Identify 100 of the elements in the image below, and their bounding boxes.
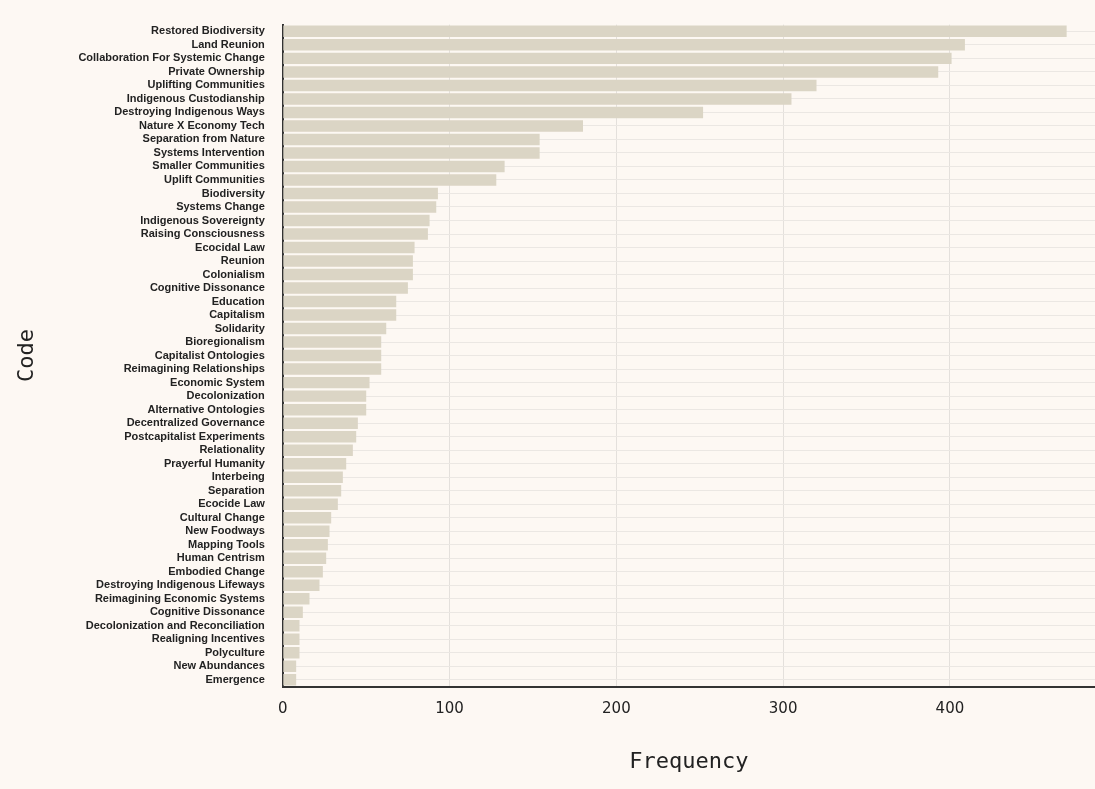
bar [283, 309, 397, 321]
y-tick-label: Capitalist Ontologies [154, 348, 265, 361]
bar [283, 430, 357, 443]
bar [283, 539, 328, 551]
y-tick-label: Indigenous Custodianship [126, 91, 266, 104]
bar [283, 174, 497, 186]
bar [283, 336, 382, 348]
bar [283, 228, 428, 240]
y-tick-label: Education [211, 294, 266, 307]
x-tick-label: 200 [602, 699, 631, 718]
bar [283, 579, 320, 592]
bar [283, 66, 939, 78]
y-tick-label: Mapping Tools [188, 537, 265, 550]
y-tick-label: New Foodways [185, 524, 265, 537]
bar [283, 376, 370, 389]
bar [283, 133, 540, 146]
y-tick-label: Uplift Communities [163, 173, 265, 185]
y-tick-label: Smaller Communities [152, 159, 265, 172]
bar [283, 647, 300, 659]
y-tick-label: Systems Change [176, 200, 265, 213]
y-tick-label: Biodiversity [201, 186, 266, 199]
bar [283, 620, 300, 632]
bar [283, 120, 584, 132]
y-tick-label: Alternative Ontologies [147, 402, 265, 415]
bar [283, 633, 300, 646]
bar [283, 79, 817, 92]
y-tick-label: Solidarity [214, 321, 266, 334]
y-tick-label: Decolonization and Reconciliation [85, 618, 266, 631]
bar [283, 52, 952, 65]
y-tick-label: Nature X Economy Tech [139, 118, 266, 131]
bar [283, 484, 342, 497]
bar [283, 552, 327, 564]
x-tick-label: 0 [278, 699, 288, 718]
bar [283, 93, 792, 105]
bar [283, 187, 438, 200]
y-tick-label: Cultural Change [179, 510, 265, 523]
y-tick-label: Systems Intervention [153, 145, 266, 158]
y-tick-label: Ecocide Law [198, 497, 266, 510]
bar [283, 268, 413, 281]
bar [283, 201, 437, 213]
y-tick-label: Cognitive Dissonance [149, 605, 265, 618]
y-axis-title: Code [12, 329, 38, 383]
bar [283, 39, 965, 51]
y-tick-label: Uplifting Communities [147, 78, 265, 91]
y-tick-label: Decentralized Governance [126, 416, 265, 429]
y-tick-label: Colonialism [202, 267, 266, 280]
y-tick-label: Reunion [220, 254, 266, 267]
y-tick-label: Prayerful Humanity [163, 456, 266, 469]
bar [283, 444, 353, 456]
bar [283, 457, 347, 470]
x-axis-title: Frequency [629, 747, 749, 773]
y-tick-label: Separation from Nature [142, 132, 265, 145]
y-tick-label: Postcapitalist Experiments [124, 429, 265, 442]
y-tick-label: Economic System [170, 375, 266, 388]
bar [283, 241, 415, 254]
y-tick-label: Cognitive Dissonance [149, 281, 265, 294]
bar [283, 106, 704, 119]
bar [283, 322, 387, 335]
bar [283, 25, 1067, 38]
bar [283, 606, 303, 619]
bar [283, 363, 382, 375]
y-tick-label: Reimagining Economic Systems [94, 591, 265, 604]
y-tick-label: Relationality [199, 443, 266, 456]
y-tick-label: Separation [207, 483, 266, 496]
bar [283, 593, 310, 605]
y-tick-label: Decolonization [186, 389, 266, 402]
bar [283, 566, 323, 578]
x-tick-label: 100 [435, 699, 464, 718]
y-tick-label: Interbeing [211, 470, 265, 483]
x-tick-label: 300 [768, 699, 798, 718]
bar [283, 349, 382, 362]
bar [283, 282, 408, 294]
y-tick-label: Collaboration For Systemic Change [78, 51, 265, 64]
bar [283, 674, 297, 686]
y-tick-label: Embodied Change [168, 564, 265, 577]
bar [283, 471, 343, 483]
y-tick-label: Private Ownership [168, 64, 266, 77]
y-tick-label: Raising Consciousness [140, 227, 265, 240]
bar [283, 525, 330, 537]
bar [283, 390, 367, 402]
y-tick-label: Bioregionalism [185, 335, 266, 348]
y-tick-label: Human Centrism [176, 551, 266, 564]
bar [283, 147, 540, 159]
bar [283, 255, 413, 267]
y-tick-label: Emergence [205, 672, 265, 685]
y-tick-label: Destroying Indigenous Ways [114, 105, 265, 118]
bar [283, 403, 367, 416]
y-tick-label: Destroying Indigenous Lifeways [96, 578, 265, 591]
bar [283, 660, 297, 673]
bar [283, 417, 358, 429]
y-tick-label: Indigenous Sovereignty [140, 213, 266, 226]
y-tick-label: Realigning Incentives [151, 632, 265, 645]
bar [283, 498, 338, 510]
bar [283, 295, 397, 308]
y-tick-label: Polyculture [204, 645, 265, 658]
y-tick-label: New Abundances [173, 659, 265, 672]
bar [283, 160, 505, 173]
y-tick-label: Land Reunion [191, 37, 266, 50]
x-tick-label: 400 [935, 699, 965, 718]
y-tick-label: Reimagining Relationships [123, 362, 265, 375]
